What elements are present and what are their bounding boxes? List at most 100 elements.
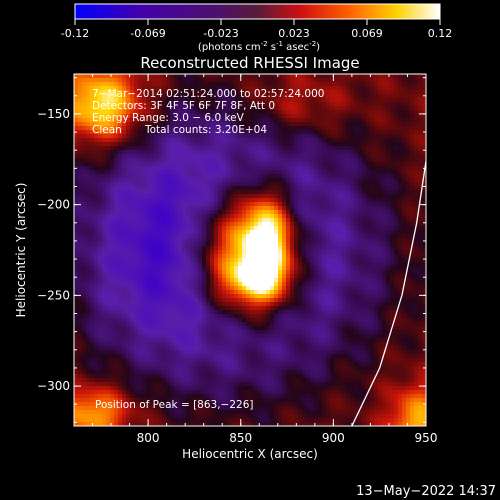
heatmap-cell bbox=[210, 78, 215, 83]
heatmap-cell bbox=[342, 150, 347, 155]
heatmap-cell bbox=[130, 178, 135, 183]
heatmap-cell bbox=[186, 78, 191, 83]
heatmap-cell bbox=[358, 94, 363, 99]
heatmap-cell bbox=[382, 278, 387, 283]
heatmap-cell bbox=[390, 206, 395, 211]
heatmap-cell bbox=[410, 178, 415, 183]
heatmap-cell bbox=[350, 202, 355, 207]
heatmap-cell bbox=[390, 146, 395, 151]
heatmap-cell bbox=[166, 126, 171, 131]
heatmap-cell bbox=[334, 166, 339, 171]
heatmap-cell bbox=[274, 78, 279, 83]
heatmap-cell bbox=[258, 74, 263, 79]
heatmap-cell bbox=[158, 82, 163, 87]
heatmap-cell bbox=[162, 178, 167, 183]
heatmap-cell bbox=[106, 178, 111, 183]
heatmap-cell bbox=[318, 202, 323, 207]
heatmap-cell bbox=[350, 218, 355, 223]
heatmap-cell bbox=[134, 202, 139, 207]
heatmap-cell bbox=[142, 166, 147, 171]
heatmap-cell bbox=[138, 282, 143, 287]
heatmap-cell bbox=[398, 282, 403, 287]
heatmap-cell bbox=[370, 146, 375, 151]
heatmap-cell bbox=[162, 102, 167, 107]
heatmap-cell bbox=[186, 274, 191, 279]
heatmap-cell bbox=[90, 146, 95, 151]
heatmap-cell bbox=[410, 190, 415, 195]
heatmap-cell bbox=[210, 142, 215, 147]
heatmap-cell bbox=[202, 250, 207, 255]
heatmap-cell bbox=[194, 154, 199, 159]
heatmap-cell bbox=[130, 90, 135, 95]
heatmap-cell bbox=[138, 158, 143, 163]
heatmap-cell bbox=[254, 242, 259, 247]
heatmap-cell bbox=[418, 254, 423, 259]
heatmap-cell bbox=[166, 274, 171, 279]
heatmap-cell bbox=[94, 170, 99, 175]
heatmap-cell bbox=[130, 282, 135, 287]
heatmap-cell bbox=[194, 166, 199, 171]
heatmap-cell bbox=[198, 186, 203, 191]
heatmap-cell bbox=[314, 218, 319, 223]
heatmap-cell bbox=[254, 222, 259, 227]
heatmap-cell bbox=[406, 206, 411, 211]
heatmap-cell bbox=[406, 270, 411, 275]
heatmap-cell bbox=[246, 110, 251, 115]
heatmap-cell bbox=[106, 262, 111, 267]
heatmap-cell bbox=[162, 294, 167, 299]
heatmap-cell bbox=[250, 142, 255, 147]
heatmap-cell bbox=[214, 138, 219, 143]
heatmap-cell bbox=[310, 134, 315, 139]
heatmap-cell bbox=[226, 266, 231, 271]
heatmap-cell bbox=[294, 118, 299, 123]
heatmap-cell bbox=[210, 182, 215, 187]
heatmap-cell bbox=[134, 214, 139, 219]
heatmap-cell bbox=[330, 186, 335, 191]
heatmap-cell bbox=[110, 106, 115, 111]
heatmap-cell bbox=[158, 270, 163, 275]
heatmap-cell bbox=[306, 146, 311, 151]
heatmap-cell bbox=[298, 182, 303, 187]
heatmap-cell bbox=[286, 254, 291, 259]
heatmap-cell bbox=[94, 226, 99, 231]
heatmap-cell bbox=[294, 238, 299, 243]
heatmap-cell bbox=[102, 122, 107, 127]
heatmap-cell bbox=[306, 190, 311, 195]
heatmap-cell bbox=[94, 114, 99, 119]
heatmap-cell bbox=[98, 242, 103, 247]
heatmap-cell bbox=[254, 270, 259, 275]
heatmap-cell bbox=[94, 138, 99, 143]
heatmap-cell bbox=[234, 114, 239, 119]
heatmap-cell bbox=[118, 138, 123, 143]
heatmap-cell bbox=[210, 294, 215, 299]
heatmap-cell bbox=[366, 98, 371, 103]
heatmap-cell bbox=[202, 86, 207, 91]
heatmap-cell bbox=[398, 262, 403, 267]
heatmap-cell bbox=[110, 294, 115, 299]
heatmap-cell bbox=[78, 74, 83, 79]
heatmap-cell bbox=[222, 250, 227, 255]
heatmap-cell bbox=[162, 118, 167, 123]
heatmap-cell bbox=[206, 250, 211, 255]
heatmap-cell bbox=[278, 250, 283, 255]
heatmap-cell bbox=[114, 154, 119, 159]
heatmap-cell bbox=[350, 254, 355, 259]
heatmap-cell bbox=[202, 266, 207, 271]
heatmap-cell bbox=[234, 254, 239, 259]
heatmap-cell bbox=[246, 254, 251, 259]
heatmap-cell bbox=[398, 86, 403, 91]
heatmap-cell bbox=[278, 282, 283, 287]
heatmap-cell bbox=[326, 266, 331, 271]
heatmap-cell bbox=[126, 134, 131, 139]
heatmap-cell bbox=[246, 146, 251, 151]
heatmap-cell bbox=[82, 114, 87, 119]
heatmap-cell bbox=[182, 74, 187, 79]
heatmap-cell bbox=[190, 290, 195, 295]
heatmap-cell bbox=[286, 150, 291, 155]
heatmap-cell bbox=[422, 82, 426, 87]
heatmap-cell bbox=[282, 270, 287, 275]
colorbar-tick-label: 0.12 bbox=[428, 27, 453, 40]
heatmap-cell bbox=[326, 186, 331, 191]
heatmap-cell bbox=[86, 218, 91, 223]
heatmap-cell bbox=[178, 202, 183, 207]
